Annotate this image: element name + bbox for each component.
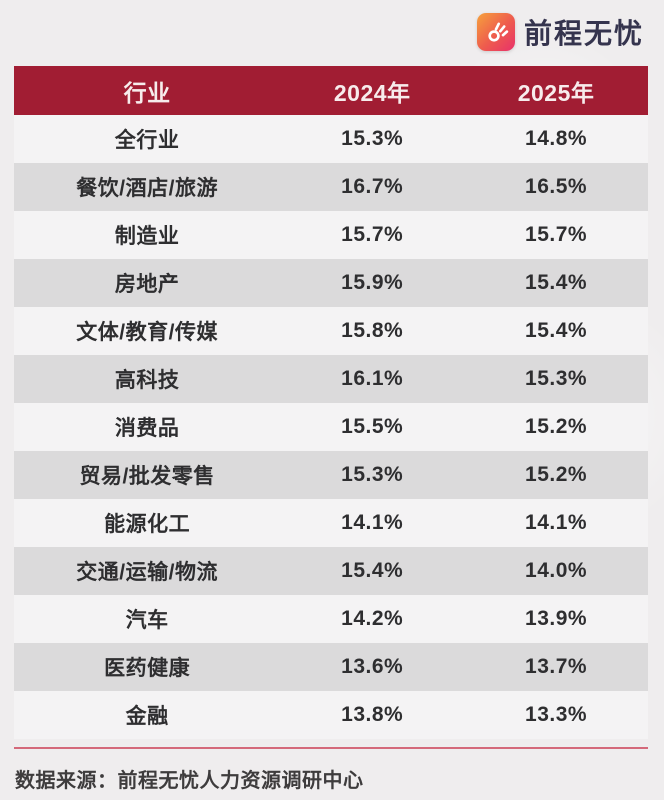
value-cell: 15.5% [341,415,404,438]
column-header-2025: 2025年 [517,79,595,106]
column-header-industry: 行业 [123,79,171,106]
value-cell: 13.3% [525,703,588,726]
industry-cell: 制造业 [114,225,180,248]
table-row: 汽车 14.2% 13.9% [14,595,648,643]
value-cell: 15.7% [525,223,588,246]
industry-cell: 文体/教育/传媒 [76,321,218,344]
industry-cell: 房地产 [114,273,180,296]
industry-cell: 高科技 [114,369,180,392]
industry-cell: 汽车 [125,609,169,632]
value-cell: 16.1% [341,367,404,390]
value-cell: 13.9% [525,607,588,630]
hand-logo-icon [476,13,515,51]
column-header-2024: 2024年 [333,79,411,106]
industry-cell: 全行业 [114,129,180,152]
industry-cell: 能源化工 [104,513,191,536]
value-cell: 13.7% [525,655,588,678]
table-row: 制造业 15.7% 15.7% [14,211,648,259]
table-header-row: 行业 2024年 2025年 [14,66,648,115]
industry-cell: 消费品 [114,417,180,440]
value-cell: 16.7% [341,175,404,198]
value-cell: 15.4% [525,271,588,294]
table-row: 餐饮/酒店/旅游 16.7% 16.5% [14,163,648,211]
value-cell: 15.2% [525,463,588,486]
table-row: 能源化工 14.1% 14.1% [14,499,648,547]
table-row: 贸易/批发零售 15.3% 15.2% [14,451,648,499]
data-source-note: 数据来源：前程无忧人力资源调研中心 [15,770,364,792]
value-cell: 14.0% [525,559,588,582]
value-cell: 15.8% [341,319,404,342]
industry-cell: 贸易/批发零售 [79,465,215,488]
value-cell: 15.7% [341,223,404,246]
industry-cell: 金融 [125,705,169,728]
value-cell: 15.4% [341,559,404,582]
table-row: 消费品 15.5% 15.2% [14,403,648,451]
brand-name: 前程无忧 [523,18,644,49]
table-row: 交通/运输/物流 15.4% 14.0% [14,547,648,595]
value-cell: 13.8% [341,703,404,726]
value-cell: 14.8% [525,127,588,150]
industry-cell: 餐饮/酒店/旅游 [76,177,218,200]
value-cell: 14.1% [341,511,404,534]
value-cell: 14.2% [341,607,404,630]
table-row: 全行业 15.3% 14.8% [14,115,648,163]
table-row: 金融 13.8% 13.3% [14,691,648,739]
table-row: 房地产 15.9% 15.4% [14,259,648,307]
value-cell: 15.3% [341,127,404,150]
footer-divider [14,747,648,749]
value-cell: 14.1% [525,511,588,534]
table-body: 全行业 15.3% 14.8% 餐饮/酒店/旅游 16.7% 16.5% 制造业 15.7% 1… [14,115,648,739]
industry-cell: 医药健康 [104,657,191,680]
value-cell: 15.9% [341,271,404,294]
industry-turnover-table: 行业 2024年 2025年 全行业 15.3% 14.8% 餐饮/酒店/旅游 16.7… [14,66,648,739]
table-row: 文体/教育/传媒 15.8% 15.4% [14,307,648,355]
value-cell: 15.3% [341,463,404,486]
value-cell: 15.4% [525,319,588,342]
brand-logo: 前程无忧 [476,12,644,52]
industry-cell: 交通/运输/物流 [76,561,218,584]
value-cell: 13.6% [341,655,404,678]
value-cell: 15.3% [525,367,588,390]
table-row: 医药健康 13.6% 13.7% [14,643,648,691]
table-row: 高科技 16.1% 15.3% [14,355,648,403]
value-cell: 15.2% [525,415,588,438]
value-cell: 16.5% [525,175,588,198]
